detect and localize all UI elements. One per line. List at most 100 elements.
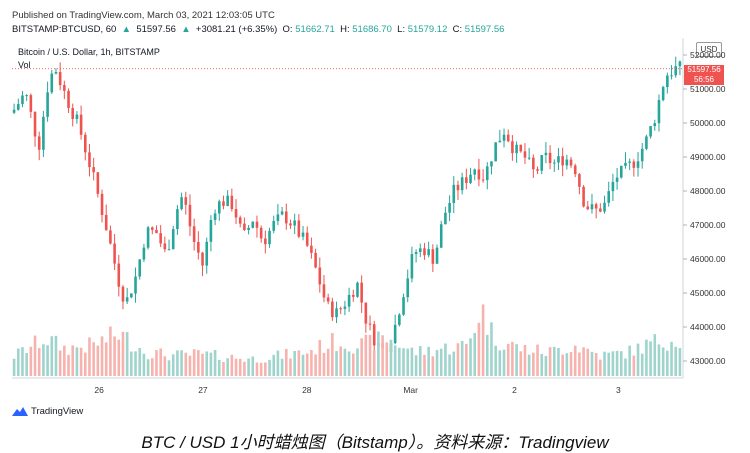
candle-body [423, 248, 426, 256]
chart-panel[interactable]: BITSTAMP:BTCUSD, 60 ▲ 51597.56 ▲ +3081.2… [0, 0, 750, 400]
candle-body [494, 142, 497, 162]
candle-body [628, 161, 631, 163]
volume-bar [46, 345, 49, 376]
candle-body [485, 166, 489, 181]
volume-bar [142, 353, 146, 376]
candle-body [498, 140, 502, 143]
tradingview-logo[interactable]: TradingView [12, 406, 83, 417]
candle-body [63, 85, 66, 91]
time-axis-tick-label: 28 [302, 385, 312, 395]
candle-body [573, 165, 577, 175]
price-axis-tick-label: 49000.00 [690, 152, 726, 162]
volume-bar [247, 358, 250, 376]
candle-body [439, 224, 443, 248]
volume-bar [75, 347, 79, 376]
candle-body [372, 324, 376, 346]
candle-body [192, 226, 196, 243]
candlestick-chart[interactable] [0, 0, 750, 400]
volume-bar [356, 348, 359, 376]
candle-body [46, 92, 49, 117]
volume-bar [67, 354, 70, 376]
volume-bar [431, 356, 435, 376]
volume-bar [255, 362, 259, 376]
volume-bar [54, 335, 58, 376]
candle-body [431, 249, 435, 264]
volume-bar [619, 351, 623, 376]
volume-bar [33, 335, 37, 376]
volume-bar [674, 346, 678, 376]
volume-bar [100, 336, 104, 376]
candle-body [163, 243, 167, 250]
candle-body [255, 221, 259, 228]
candle-body [75, 114, 79, 119]
candle-body [88, 152, 91, 168]
volume-bar [125, 332, 129, 376]
volume-bar [364, 334, 368, 376]
candle-body [305, 232, 309, 246]
candle-body [544, 152, 548, 156]
volume-bar [167, 360, 171, 376]
candle-body [272, 221, 276, 231]
candle-body [167, 249, 171, 251]
volume-bar [452, 351, 456, 376]
volume-bar [645, 339, 648, 376]
candle-body [569, 159, 573, 166]
volume-bar [243, 361, 246, 376]
volume-bar [305, 353, 309, 376]
candle-body [540, 155, 544, 171]
volume-bar [205, 351, 209, 376]
volume-bar [594, 353, 598, 376]
volume-bar [79, 347, 83, 376]
ohlc-close-value: 51597.56 [464, 24, 505, 35]
volume-bar [234, 358, 238, 376]
candle-body [364, 302, 368, 324]
candle-body [636, 161, 640, 168]
candle-body [322, 284, 326, 298]
volume-bar [92, 342, 95, 376]
candle-body [565, 159, 569, 166]
candle-body [536, 169, 539, 171]
volume-bar [435, 349, 439, 376]
candle-body [402, 297, 405, 315]
candle-body [335, 308, 338, 318]
volume-bar [96, 345, 100, 376]
candle-body [435, 247, 439, 264]
volume-bar [29, 346, 33, 376]
volume-bar [385, 342, 389, 376]
figure-caption: BTC / USD 1小时蜡烛图（Bitstamp）。资料来源：Tradingv… [141, 433, 609, 452]
candle-body [586, 206, 590, 210]
candle-body [666, 75, 669, 88]
candle-body [42, 116, 45, 150]
candle-body [201, 252, 204, 266]
volume-bar [368, 334, 372, 376]
volume-bar [171, 354, 175, 376]
volume-bar [607, 352, 611, 376]
volume-bar [134, 351, 137, 376]
candle-body [92, 167, 95, 173]
currency-badge[interactable]: USD [696, 42, 722, 57]
volume-bar [226, 358, 229, 376]
candle-body [611, 181, 615, 192]
candle-body [649, 126, 652, 137]
volume-bar [498, 350, 502, 376]
volume-bar [276, 350, 280, 376]
volume-bar [398, 347, 401, 376]
candle-body [276, 214, 280, 222]
volume-bar [661, 347, 665, 376]
volume-bar [83, 352, 87, 376]
volume-bar [280, 358, 284, 376]
volume-bar [418, 346, 422, 376]
candle-body [184, 197, 188, 205]
candle-body [150, 227, 154, 230]
candle-body [368, 323, 372, 325]
candle-body [619, 165, 623, 178]
candle-body [25, 95, 28, 97]
volume-bar [414, 355, 418, 376]
price-change: +3081.21 (+6.35%) [195, 24, 278, 35]
candle-body [578, 174, 581, 187]
time-axis-tick-label: 26 [94, 385, 104, 395]
volume-bar [465, 343, 468, 376]
volume-bar [318, 340, 322, 376]
candle-body [284, 211, 288, 224]
candle-body [104, 215, 108, 231]
